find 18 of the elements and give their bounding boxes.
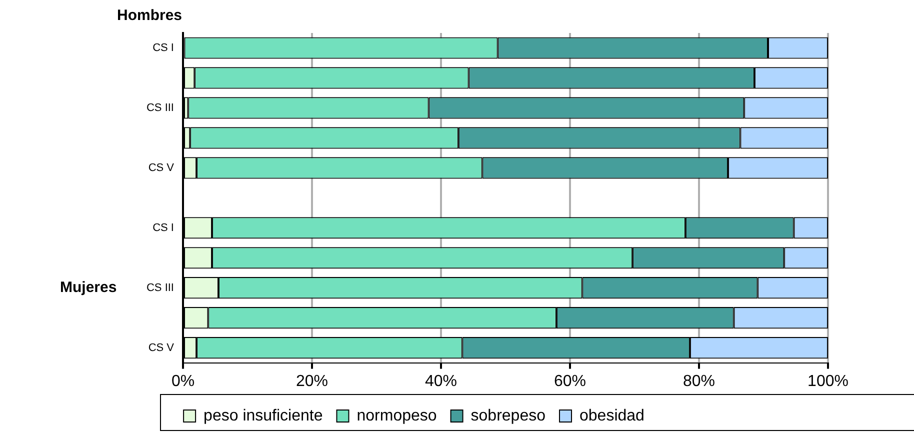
legend-label: peso insuficiente <box>204 407 323 424</box>
x-tick-label: 0% <box>171 372 195 390</box>
y-tick-label: CS I <box>152 42 174 54</box>
x-tick-label: 40% <box>424 372 458 390</box>
text: Mujeres <box>60 278 117 296</box>
y-tick-label: CS V <box>148 162 175 174</box>
legend-label: sobrepeso <box>470 407 546 424</box>
legend-label: normopeso <box>356 407 437 424</box>
x-tick-label: 60% <box>554 372 586 390</box>
x-tick-label: 20% <box>296 372 328 390</box>
legend-label: obesidad <box>580 407 644 424</box>
y-tick-label: CS III <box>146 102 174 114</box>
y-tick-label: CS V <box>148 342 175 354</box>
x-tick-label: 100% <box>808 372 848 390</box>
x-tick-label: 80% <box>682 372 716 390</box>
y-tick-label: CS III <box>146 282 174 294</box>
text: Hombres <box>117 7 182 24</box>
y-tick-label: CS I <box>152 222 174 234</box>
